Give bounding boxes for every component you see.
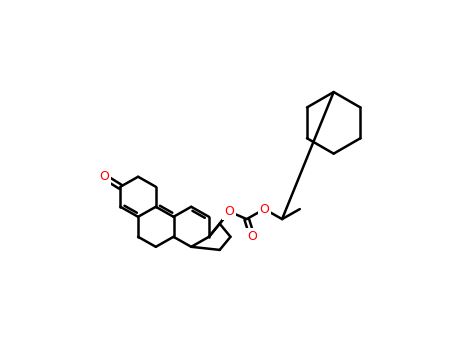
Text: O: O (224, 205, 234, 218)
Text: O: O (259, 203, 269, 216)
Text: O: O (99, 170, 109, 183)
Text: O: O (247, 230, 257, 243)
